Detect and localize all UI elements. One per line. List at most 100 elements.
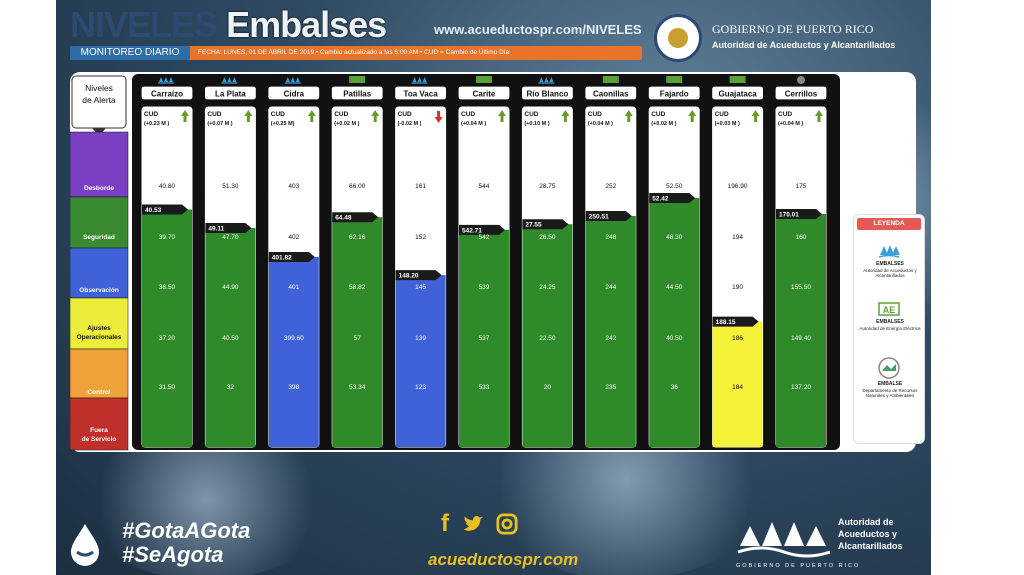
aaa-mark — [232, 77, 237, 82]
threshold-value: 533 — [479, 384, 490, 391]
alert-label: Seguridad — [83, 234, 115, 241]
cud-label: CUD — [778, 111, 792, 118]
cud-value: (-0.02 M ) — [398, 121, 422, 127]
threshold-value: 252 — [605, 183, 616, 190]
cud-label: CUD — [715, 111, 729, 118]
alert-label: Observación — [79, 287, 118, 294]
instagram-icon[interactable] — [496, 512, 518, 536]
aaa-mark — [227, 77, 232, 82]
cud-value: (+0.07 M ) — [207, 121, 232, 127]
threshold-value: 542 — [479, 234, 490, 241]
trend-up-icon — [244, 110, 253, 122]
reservoir-name: La Plata — [215, 90, 246, 99]
threshold-value: 52.50 — [666, 183, 683, 190]
threshold-value: 26.50 — [539, 234, 556, 241]
twitter-icon[interactable] — [462, 512, 484, 536]
level-fill — [395, 275, 446, 447]
current-level-value: 542.71 — [462, 227, 482, 234]
trend-up-icon — [181, 110, 189, 122]
aaa-mark — [164, 77, 168, 82]
threshold-value: 186 — [732, 335, 743, 342]
alert-band-3 — [70, 297, 129, 350]
current-level-tag — [459, 224, 505, 235]
level-fill — [649, 197, 700, 447]
reservoir-name-box — [140, 85, 194, 101]
threshold-value: 62.16 — [349, 234, 366, 241]
aaa-mark — [295, 77, 300, 82]
reservoir-name: Toa Vaca — [404, 90, 439, 99]
legend-item-text: EMBALSES Autoridad de Acueductos y Alcant… — [858, 261, 922, 279]
current-level-tag — [776, 208, 822, 219]
current-level-value: 148.20 — [399, 273, 419, 280]
chart-panel: Niveles de Alerta Desborde Seguridad Observa… — [70, 72, 925, 452]
aaa-mark — [285, 77, 290, 82]
aaa-icon — [538, 77, 555, 84]
reservoir-chart: Niveles de Alerta Desborde Seguridad Observa… — [70, 74, 840, 451]
trend-up-icon — [624, 110, 633, 122]
threshold-value: 47.70 — [222, 234, 239, 241]
threshold-value: 194 — [732, 234, 743, 241]
aaa-mark — [290, 77, 295, 82]
threshold-value: 248 — [605, 234, 616, 241]
drna-mark — [797, 76, 805, 84]
cud-label: CUD — [588, 111, 602, 118]
threshold-value: 242 — [605, 335, 616, 342]
aaa-mark — [159, 77, 163, 82]
current-level-tag — [205, 223, 252, 234]
reservoir-name-box — [584, 85, 638, 101]
reservoir-name: Fajardo — [660, 90, 689, 99]
reservoir-name: Caonillas — [593, 90, 629, 99]
svg-text:AE: AE — [883, 305, 896, 315]
threshold-value: 57 — [354, 335, 362, 342]
aaa-mark — [544, 77, 549, 82]
aaa-mark — [539, 77, 544, 82]
threshold-value: 403 — [288, 183, 299, 190]
current-level-tag — [142, 204, 188, 215]
drna-icon — [797, 76, 805, 84]
facebook-icon[interactable]: f — [441, 510, 449, 537]
legend-item-title: EMBALSES — [876, 261, 904, 267]
threshold-value: 32 — [227, 384, 235, 391]
threshold-value: 398 — [288, 384, 299, 391]
levels-header-line1: Niveles — [85, 83, 113, 93]
cud-label: CUD — [651, 111, 665, 118]
aaa-icon — [284, 77, 301, 84]
current-level-value: 40.53 — [145, 207, 162, 214]
legend-item-title: EMBALSES — [876, 319, 904, 325]
threshold-value: 139 — [415, 335, 426, 342]
current-level-tag — [522, 219, 569, 230]
footer: #GotaAGota #SeAgota f acueductospr.com A… — [56, 500, 931, 575]
reservoir-name: Cidra — [284, 90, 305, 99]
level-fill — [459, 229, 509, 447]
aaa-icon — [158, 77, 174, 84]
cud-label: CUD — [524, 111, 538, 118]
header-url: www.acueductospr.com/NIVELES — [434, 22, 642, 37]
trend-down-icon — [434, 111, 443, 123]
footer-url[interactable]: acueductospr.com — [428, 550, 579, 569]
current-level-value: 250.51 — [589, 213, 609, 220]
level-fill — [332, 217, 383, 447]
cud-value: (+0.04 M ) — [778, 121, 803, 127]
alert-band-0 — [70, 131, 129, 198]
reservoir-name-box — [394, 85, 448, 101]
threshold-value: 24.25 — [539, 284, 556, 291]
aaa-mark — [412, 77, 417, 82]
aee-icon — [666, 76, 683, 83]
legend-item-title: EMBALSE — [877, 381, 903, 387]
alert-label: Desborde — [84, 185, 114, 192]
cud-label: CUD — [334, 111, 348, 118]
threshold-value: 235 — [605, 384, 616, 391]
trend-up-icon — [371, 110, 380, 122]
current-level-value: 170.01 — [779, 211, 799, 218]
cud-label: CUD — [207, 111, 221, 118]
level-fill — [205, 228, 256, 447]
trend-up-icon — [561, 110, 570, 122]
cud-value: (+0.04 M ) — [588, 121, 613, 127]
legend: LEYENDA EMBALSES Autoridad de Acueductos … — [853, 214, 925, 444]
aaa-icon — [411, 77, 428, 84]
aee-mark — [666, 76, 683, 83]
aee-icon — [602, 76, 619, 83]
cud-value: (+0.10 M ) — [524, 121, 549, 127]
threshold-value: 40.50 — [222, 335, 239, 342]
reservoir-name: Cerrillos — [785, 90, 818, 99]
